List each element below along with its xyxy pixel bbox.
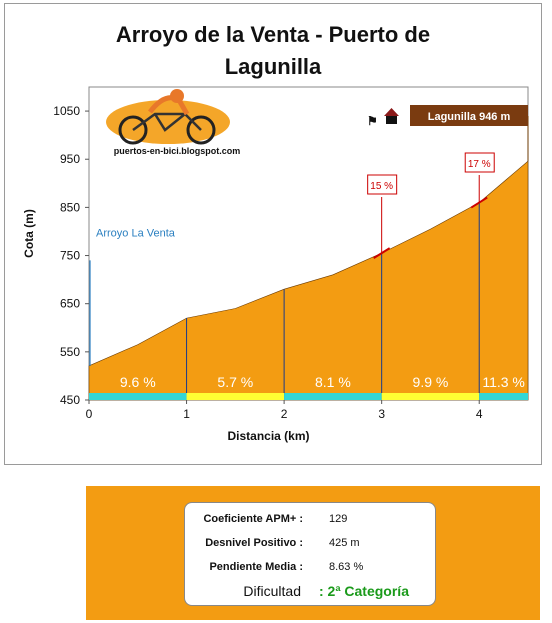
y-tick-label-950: 950 [60,152,80,166]
summit-icon-flag: ⚑ [367,114,378,128]
summary-value: 425 m [329,537,360,549]
profile-chart-frame: Arroyo de la Venta - Puerto de Lagunilla 9… [4,3,542,465]
summit-box [410,105,528,126]
segment-grade-3: 8.1 % [315,374,351,390]
logo-cyclist-backdrop [106,100,230,144]
summary-label: Pendiente Media : [209,561,303,573]
max-grade-label-2: 17 % [468,159,491,170]
summary-row-apm: Coeficiente APM+ : 129 [185,513,435,533]
x-tick-label-3: 3 [378,407,385,421]
max-grade-box-2 [464,152,495,173]
summary-label: Desnivel Positivo : [205,537,303,549]
summary-value: 8.63 % [329,561,364,573]
logo-text: puertos-en-bici.blogspot.com [114,146,241,156]
summary-row-dificultad: Dificultad : 2ª Categoría [185,583,435,603]
summary-value: 129 [329,513,348,525]
max-grade-tick-2 [470,196,488,209]
difficulty-label: Dificultad [243,583,301,599]
segment-grade-5: 11.3 % [482,374,525,390]
max-grade-tick-1 [373,247,391,259]
x-tick-label-1: 1 [183,407,190,421]
logo-wheel-front-icon [186,115,216,145]
segment-bar-3 [284,393,382,400]
max-grade-box-1 [367,174,398,195]
segment-grade-4: 9.9 % [413,374,449,390]
summit-label: Lagunilla 946 m [428,111,511,123]
profile-chart: Arroyo de la Venta - Puerto de Lagunilla 9… [22,22,529,443]
summary-label: Coeficiente APM+ : [203,513,303,525]
logo-rider-body-icon [148,95,190,116]
house-icon [386,115,397,124]
segment-grade-2: 5.7 % [217,374,253,390]
difficulty-value: : 2ª Categoría [319,583,409,599]
y-tick-label-1050: 1050 [53,104,80,118]
summary-panel: Coeficiente APM+ : 129 Desnivel Positivo… [86,486,540,620]
start-label: Arroyo La Venta [96,227,176,239]
x-axis-title: Distancia (km) [227,429,309,443]
y-tick-label-650: 650 [60,297,80,311]
segment-bar-1 [89,393,187,400]
summary-row-desnivel: Desnivel Positivo : 425 m [185,537,435,557]
chart-title-line-1: Arroyo de la Venta - Puerto de [116,22,430,47]
segment-grade-1: 9.6 % [120,374,156,390]
y-tick-label-550: 550 [60,345,80,359]
x-tick-label-2: 2 [281,407,288,421]
summary-card: Coeficiente APM+ : 129 Desnivel Positivo… [184,502,436,606]
max-grade-label-1: 15 % [370,181,393,192]
segment-bar-5 [479,393,528,400]
elevation-area [88,160,529,401]
summary-row-pendiente: Pendiente Media : 8.63 % [185,561,435,581]
x-tick-label-4: 4 [476,407,483,421]
logo-bike-frame-icon [132,112,202,132]
x-tick-label-0: 0 [86,407,93,421]
y-axis-title: Cota (m) [22,209,36,258]
segment-bar-2 [186,393,285,400]
y-tick-label-450: 450 [60,393,80,407]
y-tick-label-850: 850 [60,200,80,214]
logo-wheel-rear-icon [118,115,148,145]
y-tick-label-750: 750 [60,249,80,263]
segment-bar-4 [381,393,480,400]
chart-title-line-2: Lagunilla [225,54,322,79]
house-roof-icon [384,108,399,116]
